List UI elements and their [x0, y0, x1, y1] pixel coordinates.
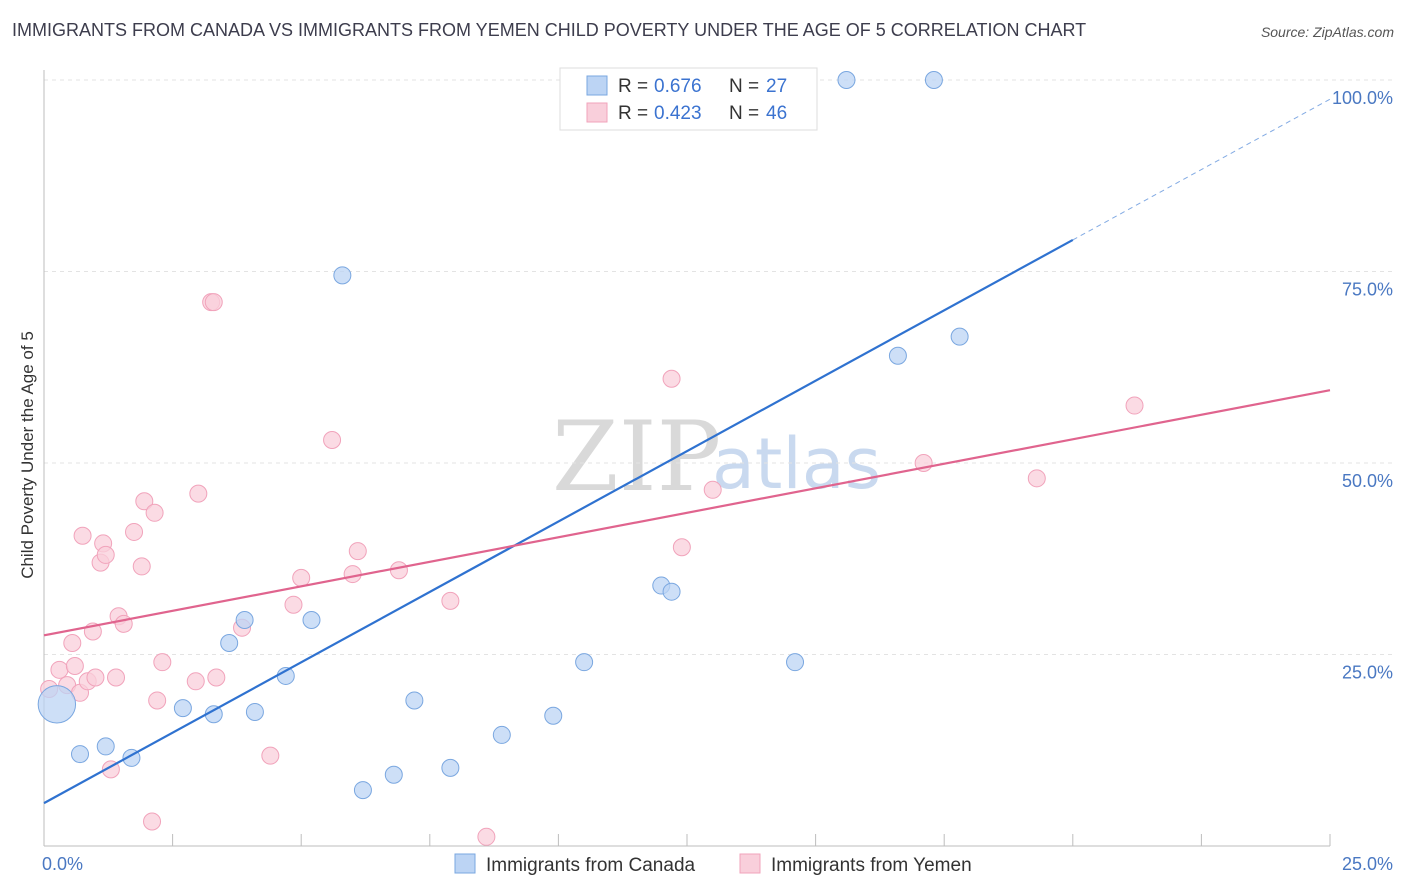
canada-point-13: [384, 765, 403, 784]
canada-point-12: [353, 781, 372, 800]
yemen-point-25: [189, 484, 208, 503]
yemen-point-4: [65, 656, 84, 675]
yemen-point-21: [145, 503, 164, 522]
canada-point-11: [333, 266, 352, 285]
source-label: Source: ZipAtlas.com: [1260, 24, 1394, 40]
yemen-point-20: [143, 812, 162, 831]
yemen-point-33: [323, 431, 342, 450]
canada-trend-extension: [1072, 98, 1331, 241]
canada-point-7: [235, 611, 254, 630]
canada-point-1: [71, 745, 90, 764]
canada-point-20: [662, 582, 681, 601]
legend-n-label-yemen: N =: [729, 103, 759, 124]
canada-point-15: [441, 758, 460, 777]
x-axis-ticks: [43, 834, 1331, 846]
legend-r-label-canada: R =: [618, 76, 648, 97]
y-axis-tick-labels: 25.0% 50.0% 75.0% 100.0%: [1332, 88, 1393, 683]
y-tick-label-1: 50.0%: [1342, 471, 1393, 491]
yemen-point-18: [132, 557, 151, 576]
legend-swatch-yemen: [586, 102, 608, 123]
series-yemen-points: [40, 293, 1144, 846]
yemen-point-14: [107, 668, 126, 687]
bottom-legend-label-canada: Immigrants from Canada: [486, 855, 696, 876]
yemen-point-28: [207, 668, 226, 687]
canada-point-23: [837, 71, 856, 89]
bottom-legend: Immigrants from Canada Immigrants from Y…: [454, 853, 972, 876]
canada-point-18: [575, 653, 594, 672]
yemen-point-17: [125, 522, 144, 541]
canada-point-8: [245, 702, 264, 721]
yemen-point-30: [261, 746, 280, 765]
yemen-point-41: [703, 480, 722, 499]
legend-r-value-yemen: 0.423: [654, 103, 702, 124]
yemen-point-32: [292, 568, 311, 587]
y-tick-label-0: 25.0%: [1342, 663, 1393, 683]
canada-point-22: [786, 653, 805, 672]
yemen-point-6: [73, 526, 92, 545]
yemen-point-38: [477, 827, 496, 846]
yemen-point-35: [348, 542, 367, 561]
y-axis-label: Child Poverty Under the Age of 5: [18, 331, 37, 579]
yemen-point-40: [672, 538, 691, 557]
yemen-point-37: [441, 591, 460, 610]
yemen-point-31: [284, 595, 303, 614]
canada-point-17: [544, 706, 563, 725]
yemen-point-1: [50, 660, 69, 679]
canada-point-26: [950, 327, 969, 346]
canada-trend-line: [43, 238, 1074, 805]
canada-point-14: [405, 691, 424, 710]
yemen-point-12: [96, 545, 115, 564]
canada-point-0: [37, 685, 77, 724]
legend-n-value-yemen: 46: [766, 103, 787, 124]
yemen-point-23: [153, 653, 172, 672]
legend-swatch-canada: [586, 75, 608, 96]
gridlines: [44, 79, 1392, 655]
bottom-legend-label-yemen: Immigrants from Yemen: [771, 855, 972, 876]
chart-title: IMMIGRANTS FROM CANADA VS IMMIGRANTS FRO…: [12, 20, 1087, 40]
canada-point-6: [220, 634, 239, 653]
yemen-point-44: [1125, 396, 1144, 415]
yemen-point-36: [389, 561, 408, 580]
canada-point-4: [173, 699, 192, 718]
y-tick-label-3: 100.0%: [1332, 88, 1393, 108]
yemen-point-9: [86, 668, 105, 687]
yemen-trend-line: [43, 389, 1331, 637]
legend-n-label-canada: N =: [729, 76, 759, 97]
yemen-point-3: [63, 634, 82, 653]
legend-n-value-canada: 27: [766, 76, 787, 97]
legend-r-label-yemen: R =: [618, 103, 648, 124]
yemen-point-39: [662, 369, 681, 388]
canada-point-2: [96, 737, 115, 756]
legend: R = 0.676 N = 27 R = 0.423 N = 46: [559, 67, 818, 131]
canada-point-10: [302, 611, 321, 630]
yemen-point-34: [343, 565, 362, 584]
yemen-point-19: [135, 492, 154, 511]
yemen-point-24: [186, 672, 205, 691]
canada-point-24: [888, 346, 907, 365]
yemen-point-22: [148, 691, 167, 710]
legend-r-value-canada: 0.676: [654, 76, 702, 97]
trend-lines: [43, 98, 1331, 805]
y-tick-label-2: 75.0%: [1342, 280, 1393, 300]
x-tick-label-min: 0.0%: [42, 854, 83, 874]
yemen-point-27: [204, 293, 223, 312]
bottom-legend-swatch-yemen: [739, 853, 761, 874]
canada-point-16: [492, 725, 511, 744]
canada-point-25: [924, 71, 943, 89]
series-canada-points: [37, 71, 969, 800]
x-tick-label-max: 25.0%: [1342, 854, 1393, 874]
watermark-zip: ZIP: [552, 401, 721, 513]
yemen-point-43: [1027, 469, 1046, 488]
bottom-legend-swatch-canada: [454, 853, 476, 874]
